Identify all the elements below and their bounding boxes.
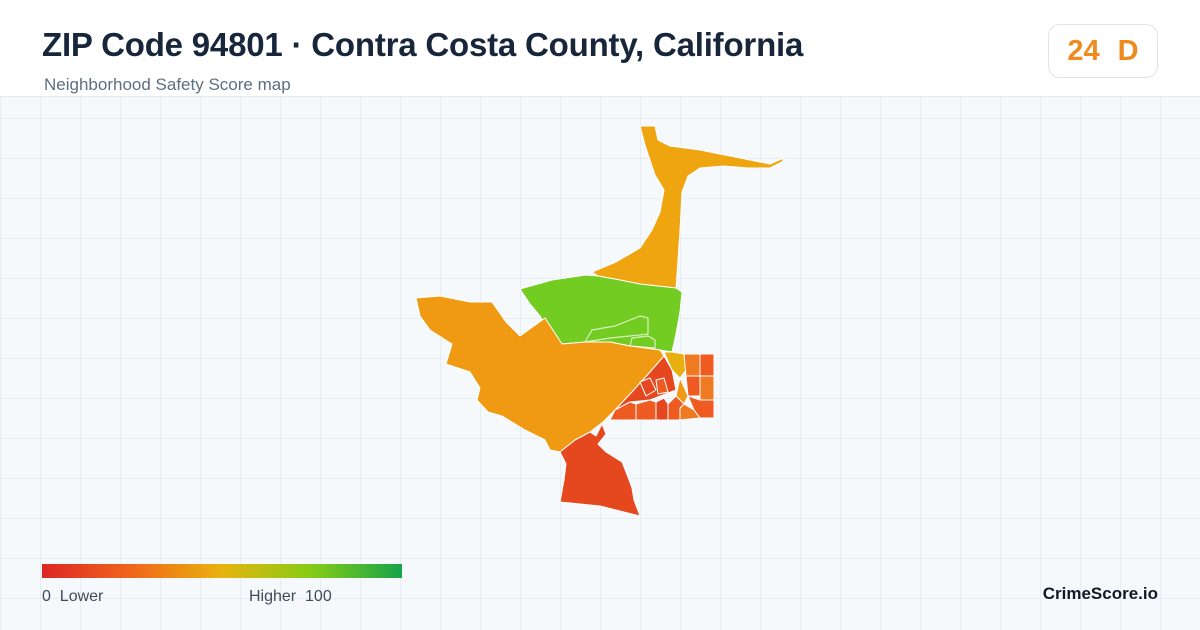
legend-gradient-bar <box>42 564 402 578</box>
tract-south-3[interactable] <box>655 397 669 421</box>
header-divider <box>0 96 1200 97</box>
legend-high-label: Higher 100 <box>249 588 332 606</box>
score-badge: 24 D <box>1048 24 1158 78</box>
tract-east-3[interactable] <box>685 375 701 397</box>
page-subtitle: Neighborhood Safety Score map <box>44 75 291 94</box>
tract-east-2[interactable] <box>699 353 715 377</box>
legend-max-value: 100 <box>305 588 332 605</box>
tract-south-5[interactable] <box>639 377 657 397</box>
tract-north-peninsula[interactable] <box>591 125 785 289</box>
header-band <box>0 0 1200 96</box>
tract-south-4[interactable] <box>667 395 685 421</box>
tract-south-2[interactable] <box>635 399 657 421</box>
score-grade: D <box>1117 34 1139 67</box>
legend-low-label: 0 Lower <box>42 588 103 606</box>
tract-green-inner-b[interactable] <box>629 335 656 349</box>
score-value: 24 <box>1067 34 1100 67</box>
tract-east-4[interactable] <box>699 375 715 401</box>
legend-min-label: Lower <box>59 588 104 605</box>
brand-logo-text[interactable]: CrimeScore.io <box>1042 584 1158 603</box>
legend-min-value: 0 <box>42 588 51 605</box>
tract-south-6[interactable] <box>655 377 669 395</box>
page-title: ZIP Code 94801 · Contra Costa County, Ca… <box>42 26 804 63</box>
tract-red-south[interactable] <box>559 423 641 517</box>
tract-west[interactable] <box>415 295 665 453</box>
legend-max-label: Higher <box>249 588 297 605</box>
tract-green-inner-a[interactable] <box>584 315 649 343</box>
tract-east-1[interactable] <box>683 353 701 377</box>
